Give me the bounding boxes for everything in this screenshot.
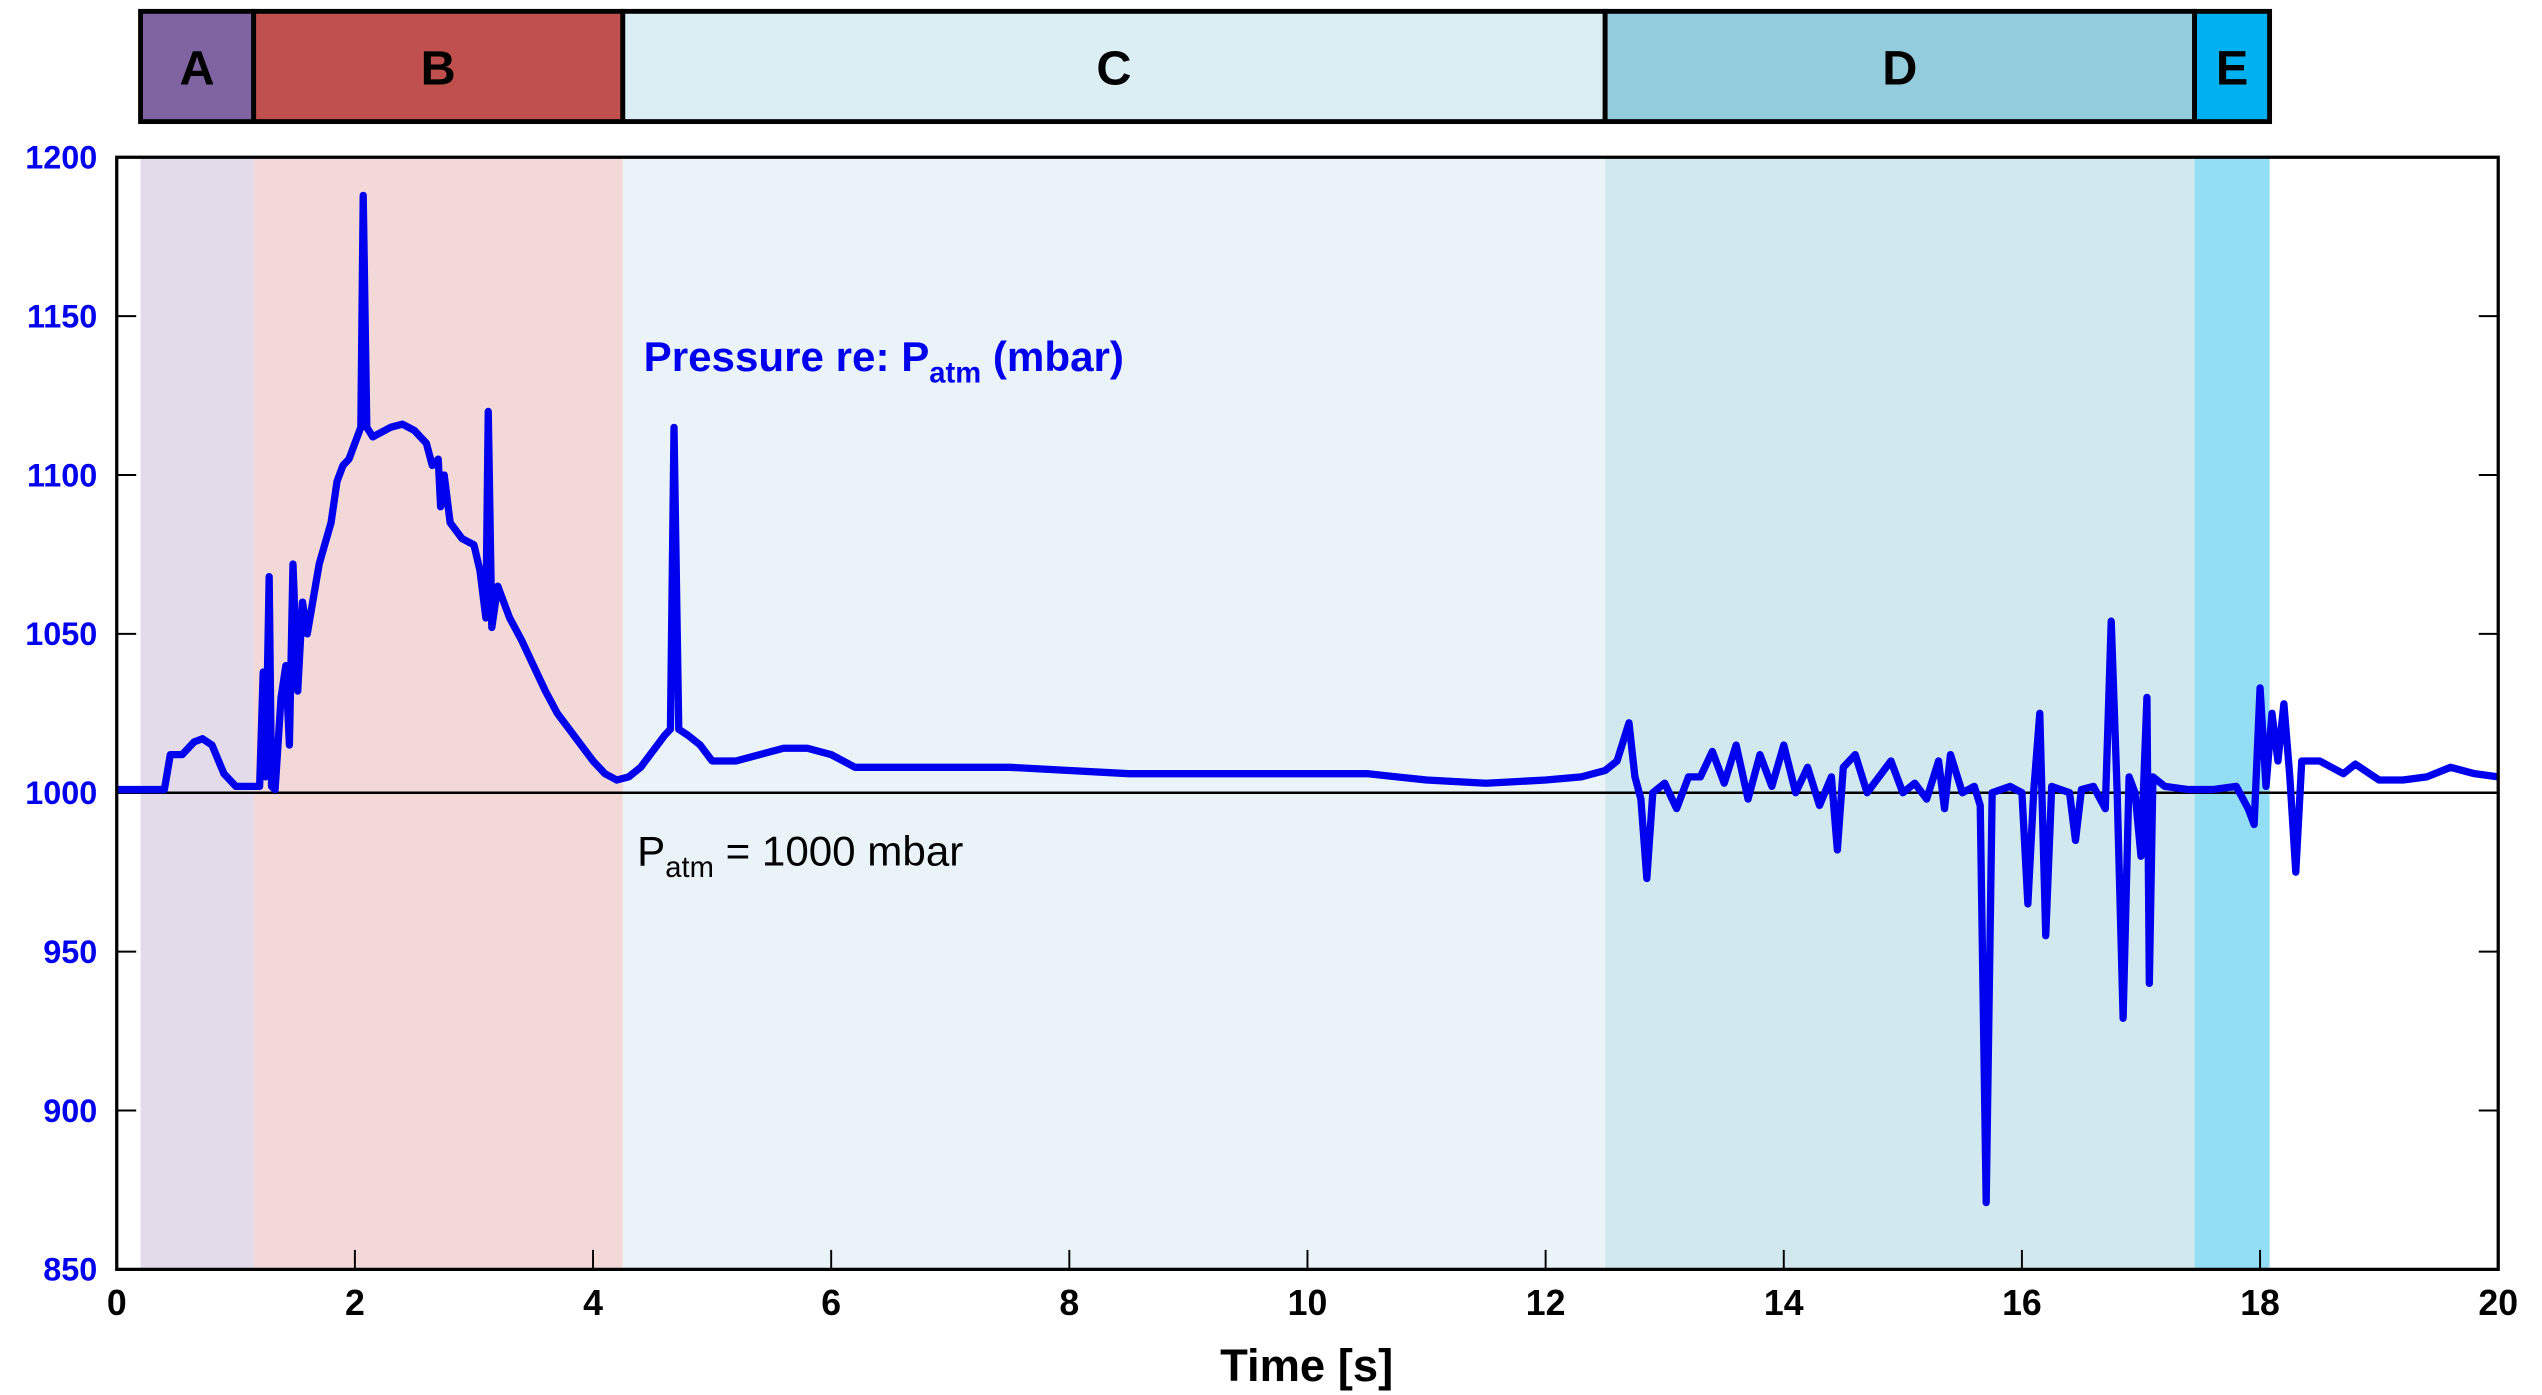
x-tick-label: 18 [2240, 1283, 2280, 1323]
reference-label: Patm = 1000 mbar [637, 828, 963, 884]
series-label-sub: atm [929, 358, 981, 390]
x-tick-label: 14 [1764, 1283, 1804, 1323]
plot-area: 850 900 950 1000 1050 1100 1150 1200 0 2 4 6 8 10 12 14… [25, 140, 2518, 1323]
y-tick-label: 1000 [25, 775, 97, 811]
phase-label: B [421, 41, 456, 95]
x-tick-label: 20 [2478, 1283, 2518, 1323]
phase-band [622, 157, 1606, 1270]
phase-band [1605, 157, 2195, 1270]
phase-bands: A B C D E [138, 8, 2273, 1270]
series-label: Pressure re: Patm (mbar) [644, 333, 1124, 389]
phase-label: C [1096, 41, 1131, 95]
phase-header [251, 8, 626, 125]
x-tick-label: 4 [583, 1283, 603, 1323]
phase-header [138, 8, 257, 125]
x-tick-label: 16 [2002, 1283, 2042, 1323]
phase-header [620, 8, 1608, 125]
phase-label: A [180, 41, 215, 95]
y-tick-label: 1050 [25, 616, 97, 652]
y-tick-label: 850 [43, 1252, 97, 1288]
reference-label-after: = 1000 mbar [714, 828, 963, 875]
series-label-main: Pressure re: P [644, 333, 930, 380]
phase-label: E [2216, 41, 2248, 95]
y-tick-label: 950 [43, 934, 97, 970]
phase-label: D [1882, 41, 1917, 95]
data-line [116, 191, 2499, 1207]
x-tick-label: 2 [345, 1283, 365, 1323]
x-axis-title: Time [s] [1220, 1340, 1393, 1391]
phase-band [253, 157, 623, 1270]
x-tick-label: 0 [107, 1283, 127, 1323]
phase-header [2192, 8, 2273, 125]
x-tick-label: 12 [1526, 1283, 1566, 1323]
x-tick-label: 6 [821, 1283, 841, 1323]
series-label-after: (mbar) [981, 333, 1124, 380]
x-tick-label: 8 [1059, 1283, 1079, 1323]
reference-label-sub: atm [665, 852, 714, 884]
y-tick-label: 1200 [25, 140, 97, 176]
y-tick-label: 1150 [27, 298, 97, 334]
x-tick-label: 10 [1288, 1283, 1328, 1323]
y-tick-label: 900 [43, 1093, 97, 1129]
phase-header [1602, 8, 2198, 125]
y-tick-label: 1100 [27, 457, 97, 493]
phase-band [140, 157, 254, 1270]
plot-frame [115, 155, 2500, 1271]
reference-label-main: P [637, 828, 665, 875]
